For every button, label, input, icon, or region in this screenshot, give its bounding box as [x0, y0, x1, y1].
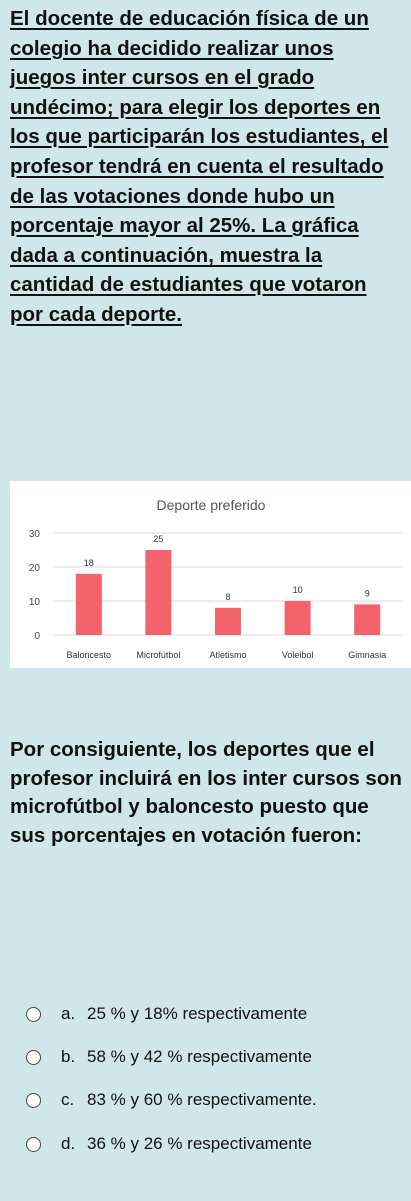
radio-button-b[interactable] [26, 1049, 41, 1065]
y-tick-label: 0 [34, 631, 40, 642]
option-b[interactable]: b. 58 % y 42 % respectivamente [26, 1043, 396, 1071]
x-tick-label: Gimnasia [348, 650, 386, 660]
radio-button-a[interactable] [26, 1006, 41, 1022]
chart-title: Deporte preferido [157, 497, 266, 513]
data-label: 25 [153, 534, 163, 544]
bar [284, 601, 311, 635]
data-label: 8 [225, 592, 230, 602]
bar [354, 604, 381, 635]
option-d[interactable]: d. 36 % y 26 % respectivamente [26, 1130, 396, 1158]
y-tick-label: 10 [29, 597, 41, 608]
y-tick-label: 20 [29, 563, 41, 574]
option-c[interactable]: c. 83 % y 60 % respectivamente. [26, 1086, 396, 1114]
x-tick-label: Atletismo [209, 650, 246, 660]
option-letter: d. [61, 1134, 76, 1153]
option-letter: a. [61, 1004, 76, 1023]
x-tick-label: Microfútbol [136, 650, 180, 660]
option-text: 58 % y 42 % respectivamente [87, 1047, 312, 1066]
question-text: El docente de educación física de un col… [10, 7, 389, 326]
bar [215, 607, 241, 635]
option-a[interactable]: a. 25 % y 18% respectivamente [26, 1000, 396, 1028]
option-text: 25 % y 18% respectivamente [87, 1004, 308, 1023]
y-tick-label: 30 [29, 529, 41, 540]
bar [145, 550, 172, 635]
bar-chart: Deporte preferido 0 10 20 30 18 Baloncesto 25 Mi… [10, 481, 411, 668]
data-label: 18 [84, 558, 94, 568]
radio-button-c[interactable] [26, 1092, 41, 1108]
option-text: 83 % y 60 % respectivamente. [87, 1090, 317, 1109]
radio-button-d[interactable] [26, 1136, 41, 1152]
bar [75, 573, 102, 635]
x-tick-label: Voleibol [282, 650, 314, 660]
chart-svg: Deporte preferido 0 10 20 30 18 Baloncesto 25 Mi… [29, 497, 402, 660]
option-text: 36 % y 26 % respectivamente [87, 1134, 312, 1153]
data-label: 10 [293, 585, 303, 595]
option-letter: b. [61, 1047, 76, 1066]
option-letter: c. [61, 1090, 75, 1109]
data-label: 9 [365, 588, 370, 598]
x-tick-label: Baloncesto [67, 650, 112, 660]
conclusion-text: Por consiguiente, los deportes que el pr… [10, 738, 402, 847]
